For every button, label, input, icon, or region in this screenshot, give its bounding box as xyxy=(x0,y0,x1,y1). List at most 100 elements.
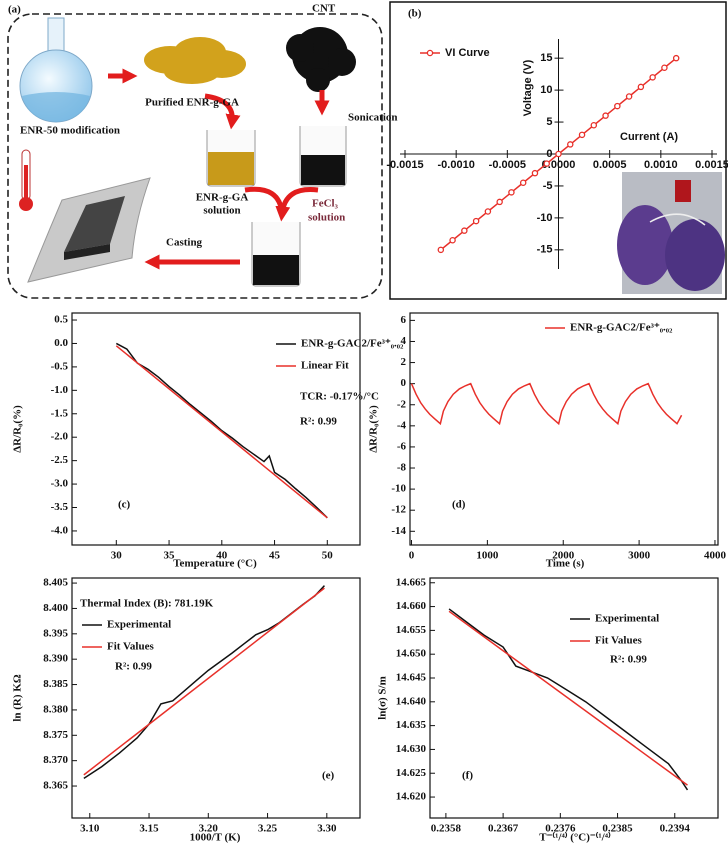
data-point xyxy=(649,74,656,81)
thermometer-fill xyxy=(24,165,28,200)
glove xyxy=(665,219,725,291)
wire xyxy=(649,213,706,226)
chart: 3.10 3.15 3.20 3.25 3.30 8.365 8.370 8.375 8.380… xyxy=(12,577,361,844)
x-tick-label: 3.10 xyxy=(80,823,100,835)
x-tick-label: -0.0015 xyxy=(386,159,423,171)
data-point xyxy=(543,160,550,167)
x-tick-label: 3.25 xyxy=(258,823,278,835)
film-edge xyxy=(64,244,110,260)
panel-label: (b) xyxy=(408,8,422,20)
data-point xyxy=(590,122,598,129)
y-tick-label: -8 xyxy=(397,462,407,474)
y-tick-label: 10 xyxy=(540,84,552,96)
y-tick-label: 8.405 xyxy=(43,577,68,589)
y-tick-label: -3.0 xyxy=(51,478,69,490)
thermometer-bulb xyxy=(19,197,33,211)
data-point xyxy=(508,189,515,196)
gold-cloud xyxy=(144,37,246,84)
data-point xyxy=(472,217,480,225)
x-tick-label: 0.2394 xyxy=(660,823,691,835)
annotation: Thermal Index (B): 781.19K xyxy=(80,598,214,610)
x-tick-label: 1000 xyxy=(476,550,499,562)
y-tick-label: -3.5 xyxy=(51,501,69,513)
x-tick-label: 3.15 xyxy=(139,823,159,835)
x-tick-label: 0.2376 xyxy=(545,823,576,835)
y-tick-label: 8.370 xyxy=(43,754,68,766)
data-point xyxy=(614,102,621,110)
data-line xyxy=(410,382,683,426)
x-tick-label: 2000 xyxy=(552,550,575,562)
y-tick-label: 8.365 xyxy=(43,780,68,792)
y-tick-label: -15 xyxy=(537,244,553,256)
data-point xyxy=(637,83,645,91)
arrow xyxy=(244,186,285,215)
label: FeCl₃ xyxy=(312,198,339,210)
label: Sonication xyxy=(348,112,398,124)
legend-label: ENR-g-GAC2/Fe³⁺₀.₀₂ xyxy=(570,322,673,334)
x-tick-label: 0.0000 xyxy=(542,159,576,171)
x-axis-title: T⁻⁽¹/⁴⁾ (°C)⁻⁽¹/⁴⁾ xyxy=(539,832,611,844)
y-tick-label: -4.0 xyxy=(51,524,69,536)
chart: 30 35 40 45 500.50.0-0.5-1.0-1.5-2.0-2.5-3.0… xyxy=(12,312,404,570)
x-axis-title: Time (s) xyxy=(546,558,585,570)
x-tick-label: -0.0005 xyxy=(489,159,526,171)
data-point xyxy=(567,141,574,148)
x-tick-label: 0.2358 xyxy=(431,823,462,835)
beaker-liquid xyxy=(208,152,254,185)
y-tick-label: 5 xyxy=(546,116,552,128)
data-point xyxy=(437,246,445,254)
data-point xyxy=(578,131,586,139)
y-tick-label: 6 xyxy=(401,314,407,326)
data-point xyxy=(484,208,492,215)
data-point xyxy=(661,64,668,72)
x-tick-label: 3000 xyxy=(628,550,651,562)
x-tick-label: 40 xyxy=(216,550,228,562)
y-axis-title: Voltage (V) xyxy=(522,59,534,116)
label: CNT xyxy=(312,3,336,15)
y-tick-label: -2.0 xyxy=(51,431,69,443)
data-point xyxy=(555,150,562,158)
legend-label: ENR-g-GAC2/Fe³⁺₀.₀₂ xyxy=(301,338,404,350)
x-tick-label: 0.2385 xyxy=(602,823,633,835)
y-tick-label: -10 xyxy=(537,212,553,224)
chart: -0.0015 -0.0010 -0.0005 0.0000 0.0005 0.0010 0… xyxy=(386,8,728,269)
x-tick-label: 35 xyxy=(164,550,176,562)
y-tick-label: 14.645 xyxy=(396,672,427,684)
chart: 0 1000 2000 3000 4000 6 4 2 0 -2 -4 -6 -8 -10 -12 -14 EN… xyxy=(368,312,727,570)
annotation: R²: 0.99 xyxy=(300,416,337,428)
x-tick-label: 3.20 xyxy=(199,823,219,835)
panel-label: (e) xyxy=(322,770,335,782)
diagram: (a) CNT Purified ENR-g-GA ENR-50 modific… xyxy=(7,3,398,299)
y-tick-label: 14.640 xyxy=(396,695,427,707)
annotation: TCR: -0.17%/°C xyxy=(300,391,379,403)
y-tick-label: 14.655 xyxy=(396,624,427,636)
beaker-liquid xyxy=(301,155,345,185)
legend-label: Experimental xyxy=(107,619,171,631)
y-tick-label: 8.400 xyxy=(43,602,68,614)
annotation: R²: 0.99 xyxy=(610,654,647,666)
data-line xyxy=(115,345,328,519)
y-tick-label: 8.380 xyxy=(43,703,68,715)
glove xyxy=(617,205,673,285)
x-tick-label: 0.0010 xyxy=(644,159,678,171)
y-tick-label: -12 xyxy=(391,504,406,516)
y-tick-label: -1.0 xyxy=(51,384,69,396)
y-tick-label: -14 xyxy=(391,525,406,537)
label: Casting xyxy=(166,237,203,249)
data-point xyxy=(496,198,503,206)
y-tick-label: 15 xyxy=(540,52,552,64)
plot-frame xyxy=(429,577,719,819)
y-tick-label: 0 xyxy=(546,148,552,160)
x-tick-label: 4000 xyxy=(704,550,727,562)
y-tick-label: -4 xyxy=(397,419,407,431)
y-tick-label: -1.5 xyxy=(51,407,69,419)
x-tick-label: 45 xyxy=(269,550,281,562)
y-tick-label: 2 xyxy=(401,356,407,368)
x-tick-label: 30 xyxy=(111,550,123,562)
x-tick-label: -0.0010 xyxy=(438,159,475,171)
chart: 0.2358 0.2367 0.2376 0.2385 0.2394 14.620 14.6… xyxy=(377,576,719,844)
label: ENR-g-GA xyxy=(196,192,249,204)
legend-label: Fit Values xyxy=(595,635,642,647)
data-line xyxy=(448,608,689,791)
beaker-liquid xyxy=(253,255,299,285)
